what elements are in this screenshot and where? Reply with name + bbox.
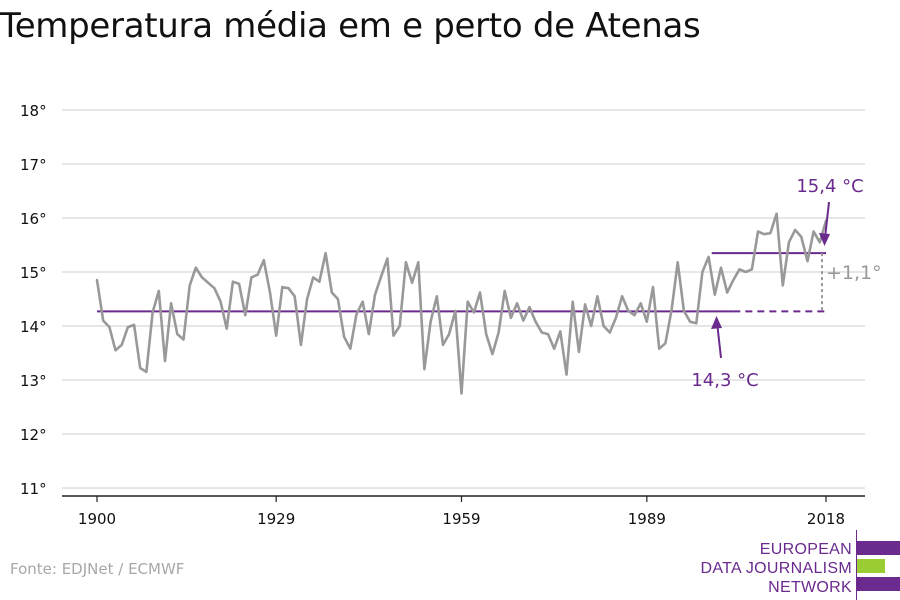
y-tick-label: 11° xyxy=(20,480,47,498)
gridlines xyxy=(62,109,865,497)
y-tick-label: 13° xyxy=(20,372,47,390)
logo-text: EUROPEAN DATA JOURNALISM NETWORK xyxy=(701,540,852,597)
logo-divider xyxy=(856,530,857,600)
logo-bar-bottom xyxy=(857,577,900,591)
y-tick-label: 12° xyxy=(20,426,47,444)
y-tick-label: 16° xyxy=(20,210,47,228)
logo-line-1: EUROPEAN xyxy=(759,541,852,558)
chart-title: Temperatura média em e perto de Atenas xyxy=(0,6,701,46)
recent-average-label: 15,4 °C xyxy=(796,176,863,197)
x-tick-labels: 1900 1929 1959 1989 2018 xyxy=(78,496,845,528)
annotations: 14,3 °C 15,4 °C +1,1° xyxy=(691,176,881,391)
logo-line-2: DATA JOURNALISM xyxy=(700,560,852,577)
logo-bar-middle xyxy=(857,559,885,573)
baseline-label: 14,3 °C xyxy=(691,370,758,391)
series-layer xyxy=(95,212,828,395)
temperature-series-line xyxy=(95,212,828,395)
recent-arrow-line xyxy=(824,201,830,239)
source-note: Fonte: EDJNet / ECMWF xyxy=(10,560,185,578)
difference-label: +1,1° xyxy=(826,262,882,284)
recent-arrow-head xyxy=(819,233,830,246)
y-tick-label: 17° xyxy=(20,156,47,174)
x-tick-label: 1900 xyxy=(78,510,116,528)
edjnet-logo: EUROPEAN DATA JOURNALISM NETWORK xyxy=(700,530,900,600)
y-tick-label: 18° xyxy=(20,102,47,120)
logo-bar-top xyxy=(857,541,900,555)
y-tick-labels: 11° 12° 13° 14° 15° 16° 17° 18° xyxy=(20,102,47,498)
logo-line-3: NETWORK xyxy=(768,579,852,596)
x-tick-label: 1989 xyxy=(628,510,666,528)
x-tick-label: 2018 xyxy=(807,510,845,528)
baseline-arrow-head xyxy=(711,316,722,329)
x-tick-label: 1929 xyxy=(257,510,295,528)
x-tick-label: 1959 xyxy=(442,510,480,528)
y-tick-label: 14° xyxy=(20,318,47,336)
y-tick-label: 15° xyxy=(20,264,47,282)
